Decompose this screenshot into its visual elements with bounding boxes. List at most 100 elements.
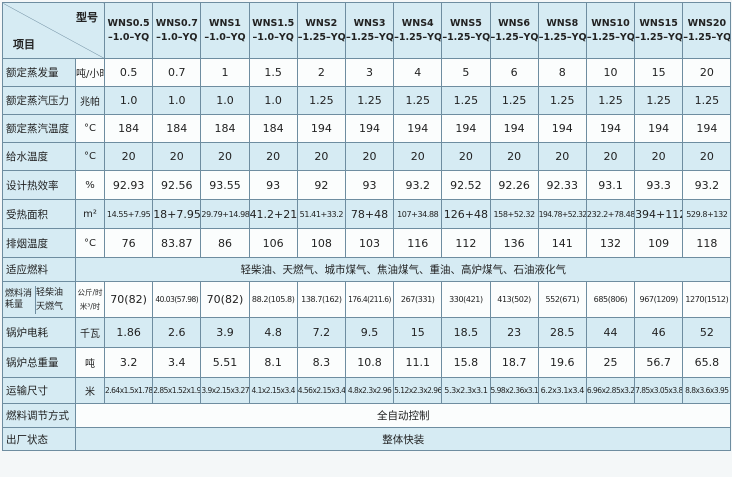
value-cell: 194 bbox=[682, 114, 732, 143]
value-cell: 83.87 bbox=[152, 228, 202, 258]
model-header: WNS6 –1.25–YQ bbox=[489, 2, 539, 59]
row-label: 额定蒸汽温度 bbox=[2, 114, 76, 143]
table-row: 额定蒸汽压力 兆帕 1.0 1.0 1.0 1.0 1.25 1.25 1.25 1.25 1.25… bbox=[2, 86, 732, 115]
row-label: 运输尺寸 bbox=[2, 377, 76, 404]
row-value: 轻柴油、天燃气、城市煤气、焦油煤气、重油、高炉煤气、石油液化气 bbox=[74, 257, 732, 282]
unit-cell: °C bbox=[75, 114, 105, 143]
model-name: WNS0.7 bbox=[155, 17, 198, 29]
table-row: 运输尺寸米 2.64x1.5x1.78 2.85x1.52x1.92 3.9x2.15… bbox=[2, 377, 732, 404]
value-cell: 25 bbox=[585, 347, 636, 378]
value-cell: 70(82) bbox=[200, 281, 250, 318]
value-cell: 29.79+14.98 bbox=[200, 199, 250, 229]
unit-cell: °C bbox=[75, 142, 105, 171]
value-cell: 232.2+78.48 bbox=[585, 199, 636, 229]
value-cell: 0.7 bbox=[152, 58, 202, 87]
value-cell: 20 bbox=[537, 142, 587, 171]
model-name: WNS1.5 bbox=[252, 17, 295, 29]
value-cell: 194 bbox=[393, 114, 443, 143]
value-cell: 92 bbox=[296, 170, 346, 200]
row-label: 给水温度 bbox=[2, 142, 76, 171]
value-cell: 18+7.95 bbox=[152, 199, 202, 229]
value-cell: 1.25 bbox=[296, 86, 346, 115]
value-cell: 552(671) bbox=[537, 281, 587, 318]
value-cell: 184 bbox=[152, 114, 202, 143]
value-cell: 194 bbox=[441, 114, 491, 143]
value-cell: 194 bbox=[634, 114, 684, 143]
model-spec: –1.25–YQ bbox=[683, 31, 731, 43]
value-cell: 1.86 bbox=[103, 317, 154, 348]
value-cell: 15 bbox=[634, 58, 684, 87]
value-cell: 967(1209) bbox=[634, 281, 684, 318]
value-cell: 108 bbox=[296, 228, 346, 258]
unit-cell: 米 bbox=[75, 377, 105, 404]
value-cell: 132 bbox=[585, 228, 636, 258]
value-cell: 184 bbox=[200, 114, 250, 143]
value-cell: 1.5 bbox=[248, 58, 298, 87]
model-name: WNS4 bbox=[401, 17, 434, 29]
value-cell: 7.2 bbox=[296, 317, 346, 348]
value-cell: 93.2 bbox=[393, 170, 443, 200]
model-name: WNS0.5 bbox=[107, 17, 150, 29]
value-cell: 15.8 bbox=[441, 347, 491, 378]
row-label: 锅炉电耗 bbox=[2, 317, 76, 348]
value-cell: 126+48 bbox=[441, 199, 491, 229]
value-cell: 46 bbox=[634, 317, 684, 348]
value-cell: 7.85x3.05x3.8 bbox=[634, 377, 684, 404]
model-header: WNS8 –1.25–YQ bbox=[537, 2, 587, 59]
model-spec: –1.0–YQ bbox=[107, 31, 150, 43]
label-wrap: 燃料消耗量 轻柴油 天燃气 bbox=[4, 285, 75, 314]
model-name: WNS2 bbox=[305, 17, 338, 29]
table-row: 受热面积 m² 14.55+7.95 18+7.95 29.79+14.98 41.2+2… bbox=[2, 199, 732, 229]
model-header: WNS5 –1.25–YQ bbox=[441, 2, 491, 59]
value-cell: 14.55+7.95 bbox=[103, 199, 154, 229]
value-cell: 93.3 bbox=[634, 170, 684, 200]
sub-item: 轻柴油 bbox=[36, 287, 64, 298]
value-cell: 20 bbox=[296, 142, 346, 171]
value-cell: 184 bbox=[248, 114, 298, 143]
value-cell: 3 bbox=[344, 58, 395, 87]
value-cell: 20 bbox=[489, 142, 539, 171]
value-cell: 267(331) bbox=[393, 281, 443, 318]
unit-cell: °C bbox=[75, 228, 105, 258]
value-cell: 136 bbox=[489, 228, 539, 258]
model-header: WNS10 –1.25–YQ bbox=[585, 2, 636, 59]
value-cell: 1 bbox=[200, 58, 250, 87]
table-row: 锅炉总重量吨 3.2 3.4 5.51 8.1 8.3 10.8 11.1 15.8 18.7 19… bbox=[2, 347, 732, 378]
model-spec: –1.0–YQ bbox=[252, 31, 294, 43]
value-cell: 6 bbox=[489, 58, 539, 87]
row-value: 整体快装 bbox=[74, 427, 732, 451]
value-cell: 1.25 bbox=[634, 86, 684, 115]
value-cell: 76 bbox=[103, 228, 154, 258]
model-header: WNS3 –1.25–YQ bbox=[344, 2, 395, 59]
value-cell: 92.56 bbox=[152, 170, 202, 200]
value-cell: 10 bbox=[585, 58, 636, 87]
value-cell: 2 bbox=[296, 58, 346, 87]
row-label: 燃料调节方式 bbox=[2, 403, 76, 428]
value-cell: 4.8x2.3x2.96 bbox=[344, 377, 395, 404]
model-spec: –1.25–YQ bbox=[490, 31, 539, 43]
model-name: WNS1 bbox=[209, 17, 241, 29]
value-cell: 92.26 bbox=[489, 170, 539, 200]
value-cell: 1.0 bbox=[152, 86, 202, 115]
value-cell: 20 bbox=[585, 142, 636, 171]
value-cell: 1.25 bbox=[537, 86, 587, 115]
table-row: 燃料调节方式 全自动控制 bbox=[2, 403, 732, 428]
value-cell: 9.5 bbox=[344, 317, 395, 348]
value-cell: 685(806) bbox=[585, 281, 636, 318]
row-label: 受热面积 bbox=[2, 199, 76, 229]
value-cell: 92.93 bbox=[103, 170, 154, 200]
sub-items: 轻柴油 天燃气 bbox=[35, 285, 64, 314]
value-cell: 2.6 bbox=[152, 317, 202, 348]
value-cell: 1.0 bbox=[248, 86, 298, 115]
table-row: 锅炉电耗 千瓦 1.86 2.6 3.9 4.8 7.2 9.5 15 18.5 23 28.5 44 4… bbox=[2, 317, 732, 348]
model-header: WNS2 –1.25–YQ bbox=[296, 2, 346, 59]
value-cell: 529.8+132 bbox=[682, 199, 732, 229]
value-cell: 78+48 bbox=[344, 199, 395, 229]
value-cell: 18.5 bbox=[441, 317, 491, 348]
value-cell: 2.64x1.5x1.78 bbox=[103, 377, 154, 404]
value-cell: 112 bbox=[441, 228, 491, 258]
model-spec: –1.25–YQ bbox=[297, 31, 346, 43]
value-cell: 109 bbox=[634, 228, 684, 258]
value-cell: 92.52 bbox=[441, 170, 491, 200]
value-cell: 20 bbox=[248, 142, 298, 171]
